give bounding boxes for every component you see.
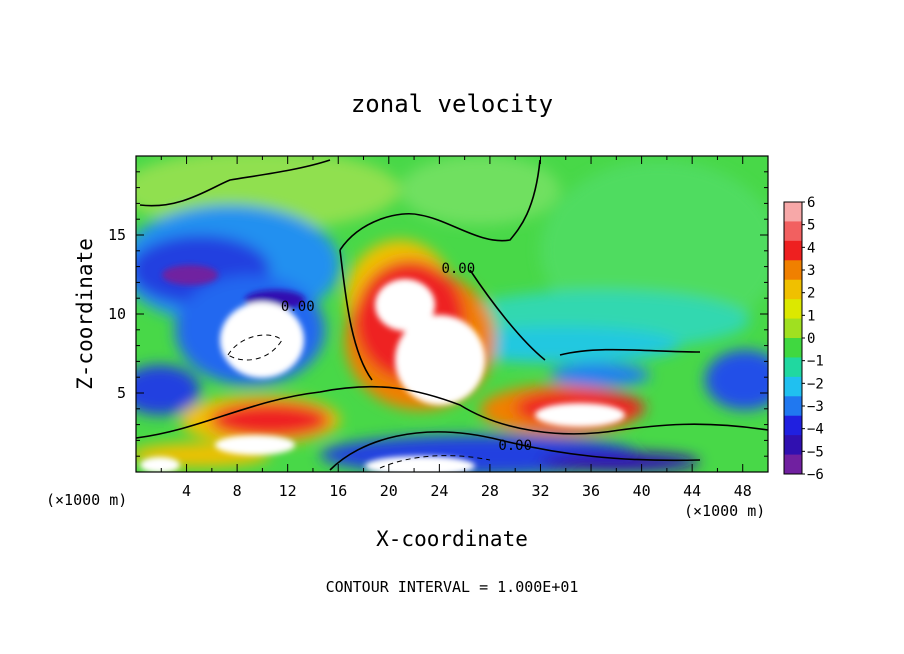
- x-tick-label: 40: [633, 482, 651, 500]
- colorbar-swatch: [784, 376, 802, 397]
- colorbar-label: 4: [807, 240, 815, 256]
- z-ticks: 5 10 15: [108, 171, 768, 457]
- colorbar-swatch: [784, 396, 802, 417]
- x-tick-label: 12: [279, 482, 297, 500]
- zero-contours: [136, 159, 768, 471]
- colorbar-swatch: [784, 357, 802, 378]
- z-tick-label: 15: [108, 226, 126, 244]
- colorbar-swatch: [784, 260, 802, 281]
- colorbar-label: −4: [807, 422, 824, 438]
- colorbar-label: −3: [807, 399, 824, 415]
- z-axis-label: Z-coordinate: [73, 238, 97, 390]
- colorbar-label: 3: [807, 263, 815, 279]
- colorbar-swatch: [784, 279, 802, 300]
- contour-label: 0.00: [498, 438, 532, 454]
- colorbar-label: −2: [807, 376, 824, 392]
- colorbar-swatch: [784, 338, 802, 358]
- x-tick-label: 48: [734, 482, 752, 500]
- x-ticks: 4 8 12 16 20 24 28 32 36 40 44 48: [160, 156, 752, 500]
- z-tick-label: 5: [117, 384, 126, 402]
- colorbar: 6 5 4 3 2 1 0 −1 −2 −3 −4 −5 −6: [783, 195, 824, 483]
- x-tick-label: 4: [182, 482, 191, 500]
- chart-title: zonal velocity: [351, 90, 553, 118]
- x-tick-label: 32: [531, 482, 549, 500]
- colorbar-swatch: [784, 318, 802, 339]
- x-units-right: (×1000 m): [684, 502, 765, 520]
- contour-labels: 0.00 0.00 0.00: [281, 261, 532, 454]
- x-tick-label: 8: [233, 482, 242, 500]
- x-axis-label: X-coordinate: [376, 527, 528, 551]
- x-tick-label: 24: [430, 482, 448, 500]
- colorbar-swatch: [784, 454, 802, 475]
- velocity-field: [136, 156, 768, 472]
- negative-contours: [227, 334, 491, 469]
- colorbar-swatch: [784, 202, 802, 222]
- colorbar-swatch: [784, 415, 802, 436]
- colorbar-label: 6: [807, 195, 815, 211]
- colorbar-swatch: [784, 221, 802, 242]
- contour-label: 0.00: [281, 299, 315, 315]
- colorbar-swatch: [784, 435, 802, 456]
- contour-label: 0.00: [441, 261, 475, 277]
- colorbar-swatch: [784, 240, 802, 261]
- x-tick-label: 28: [481, 482, 499, 500]
- colorbar-label: 1: [807, 308, 815, 324]
- colorbar-label: −6: [807, 467, 824, 483]
- x-tick-label: 44: [683, 482, 701, 500]
- x-units-left: (×1000 m): [46, 491, 127, 509]
- x-tick-label: 20: [380, 482, 398, 500]
- colorbar-label: −1: [807, 354, 824, 370]
- x-tick-label: 36: [582, 482, 600, 500]
- colorbar-swatch: [784, 299, 802, 320]
- colorbar-label: 2: [807, 286, 815, 302]
- colorbar-label: 5: [807, 218, 815, 234]
- contour-interval-note: CONTOUR INTERVAL = 1.000E+01: [326, 578, 579, 596]
- z-tick-label: 10: [108, 305, 126, 323]
- colorbar-label: 0: [807, 331, 815, 347]
- x-tick-label: 16: [329, 482, 347, 500]
- colorbar-label: −5: [807, 444, 824, 460]
